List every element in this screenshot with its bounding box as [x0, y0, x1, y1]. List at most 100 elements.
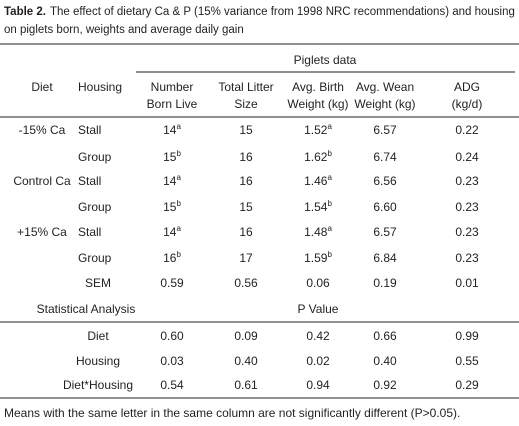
- cell: 0.59: [160, 276, 184, 290]
- column-header: Weight (kg): [354, 97, 415, 111]
- table-title: Table 2. The effect of dietary Ca & P (15…: [4, 6, 515, 18]
- superscript: a: [176, 173, 181, 182]
- cell: 16: [239, 174, 253, 188]
- cell-value: 16: [239, 150, 253, 164]
- title-line: The effect of dietary Ca & P (15% varian…: [50, 6, 515, 18]
- cell: 0.99: [455, 329, 479, 343]
- cell-value: 15: [163, 200, 177, 214]
- column-header: Diet: [31, 80, 53, 94]
- table-label: Table 2.: [4, 6, 46, 18]
- cell-value: 1.46: [304, 174, 328, 188]
- superscript: b: [327, 199, 332, 208]
- column-header: Avg. Birth: [292, 80, 344, 94]
- cell: 14a: [163, 173, 181, 188]
- cell: 1.48a: [304, 224, 332, 239]
- cell-value: 14: [163, 123, 177, 137]
- cell-value: 1.62: [304, 150, 328, 164]
- cell: 0.23: [455, 225, 479, 239]
- superscript: a: [176, 224, 181, 233]
- cell-value: 0.23: [455, 200, 479, 214]
- superscript: b: [327, 250, 332, 259]
- cell-value: 6.57: [373, 225, 397, 239]
- cell: 6.57: [373, 225, 397, 239]
- cell-value: 17: [239, 251, 253, 265]
- footnote: Means with the same letter in the same c…: [4, 406, 460, 420]
- cell: 0.56: [234, 276, 258, 290]
- cell-value: 1.52: [304, 123, 328, 137]
- column-header: Number: [151, 80, 194, 94]
- cell: 0.19: [373, 276, 397, 290]
- cell: 6.57: [373, 123, 397, 137]
- column-header: Housing: [78, 80, 122, 94]
- stats-row-label: Diet: [87, 329, 109, 343]
- cell: 0.60: [160, 329, 184, 343]
- title-line: on piglets born, weights and average dai…: [4, 24, 244, 36]
- cell-value: 6.74: [373, 150, 397, 164]
- housing-label: Stall: [78, 225, 101, 239]
- cell: 0.55: [455, 354, 479, 368]
- superscript: b: [176, 250, 181, 259]
- diet-label: Control Ca: [13, 174, 71, 188]
- cell: 0.54: [160, 378, 184, 392]
- cell-value: 15: [163, 150, 177, 164]
- cell-value: 0.22: [455, 123, 479, 137]
- cell: 16: [239, 225, 253, 239]
- cell: 1.46a: [304, 173, 332, 188]
- cell: 0.22: [455, 123, 479, 137]
- stats-row-label: Housing: [76, 354, 120, 368]
- column-header: (kg/d): [452, 97, 483, 111]
- cell-value: 15: [239, 200, 253, 214]
- superscript: a: [327, 122, 332, 131]
- superscript: b: [327, 149, 332, 158]
- cell: 15: [239, 200, 253, 214]
- cell: 1.54b: [304, 199, 332, 214]
- cell-value: 14: [163, 174, 177, 188]
- cell: 14a: [163, 122, 181, 137]
- cell: 1.62b: [304, 149, 332, 164]
- superscript: a: [327, 173, 332, 182]
- cell: 0.23: [455, 200, 479, 214]
- cell: 0.94: [306, 378, 330, 392]
- diet-label: -15% Ca: [19, 123, 66, 137]
- sem-label: SEM: [85, 276, 111, 290]
- column-header: Size: [234, 97, 258, 111]
- cell-value: 0.24: [455, 150, 479, 164]
- superscript: b: [176, 199, 181, 208]
- housing-label: Stall: [78, 174, 101, 188]
- cell: 15b: [163, 199, 181, 214]
- cell: 0.23: [455, 174, 479, 188]
- housing-label: Stall: [78, 123, 101, 137]
- cell: 1.59b: [304, 250, 332, 265]
- column-header: Avg. Wean: [356, 80, 414, 94]
- cell-value: 15: [239, 123, 253, 137]
- cell: 0.92: [373, 378, 397, 392]
- diet-label: +15% Ca: [17, 225, 67, 239]
- cell-value: 16: [239, 174, 253, 188]
- cell-value: 6.60: [373, 200, 397, 214]
- cell-value: 1.59: [304, 251, 328, 265]
- cell: 1.52a: [304, 122, 332, 137]
- cell: 0.06: [306, 276, 330, 290]
- cell: 6.84: [373, 251, 397, 265]
- cell: 6.56: [373, 174, 397, 188]
- cell-value: 1.48: [304, 225, 328, 239]
- cell: 0.29: [455, 378, 479, 392]
- housing-label: Group: [78, 251, 112, 265]
- cell-value: 6.84: [373, 251, 397, 265]
- cell: 0.09: [234, 329, 258, 343]
- cell-value: 0.23: [455, 174, 479, 188]
- superscript: b: [176, 149, 181, 158]
- column-header: Total Litter: [218, 80, 273, 94]
- column-header: Weight (kg): [287, 97, 348, 111]
- cell: 0.40: [373, 354, 397, 368]
- cell: 0.01: [455, 276, 479, 290]
- cell-value: 14: [163, 225, 177, 239]
- cell: 6.74: [373, 150, 397, 164]
- cell: 0.40: [234, 354, 258, 368]
- cell: 0.03: [160, 354, 184, 368]
- cell-value: 16: [239, 225, 253, 239]
- cell-value: 0.23: [455, 225, 479, 239]
- cell: 16b: [163, 250, 181, 265]
- cell: 0.24: [455, 150, 479, 164]
- cell: 0.23: [455, 251, 479, 265]
